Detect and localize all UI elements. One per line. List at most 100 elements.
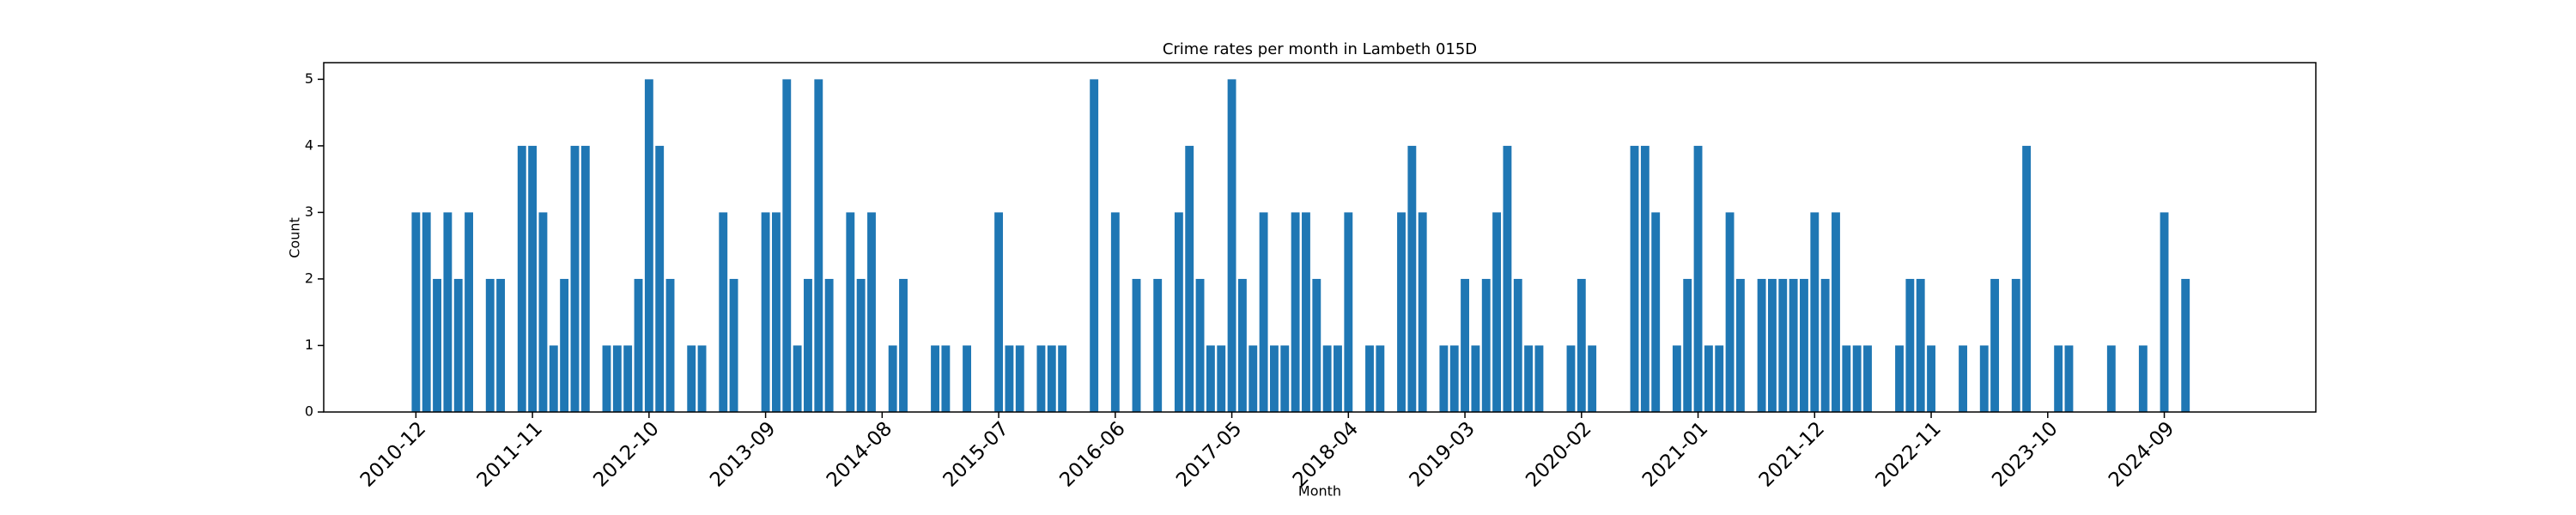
y-tick-label: 2 bbox=[305, 270, 313, 286]
bar bbox=[1217, 345, 1226, 412]
bar bbox=[899, 278, 908, 412]
bar bbox=[1863, 345, 1872, 412]
bar bbox=[1735, 278, 1745, 412]
bar bbox=[2011, 278, 2020, 412]
bar bbox=[719, 212, 728, 412]
bar bbox=[1979, 345, 1989, 412]
bar bbox=[580, 145, 590, 412]
bar bbox=[538, 212, 548, 412]
bar bbox=[1725, 212, 1735, 412]
bar bbox=[1513, 278, 1522, 412]
bar bbox=[1237, 278, 1247, 412]
bar bbox=[1280, 345, 1290, 412]
bar bbox=[1534, 345, 1544, 412]
bar bbox=[1249, 345, 1258, 412]
x-tick-label: 2021-12 bbox=[1755, 417, 1829, 491]
bar bbox=[1449, 345, 1459, 412]
x-axis-label: Month bbox=[1298, 483, 1341, 500]
y-tick-label: 5 bbox=[305, 70, 313, 87]
bar bbox=[1577, 278, 1586, 412]
bar bbox=[465, 212, 473, 412]
y-tick-label: 3 bbox=[305, 203, 313, 220]
bar bbox=[411, 212, 421, 412]
bar bbox=[623, 345, 633, 412]
bar bbox=[1153, 278, 1163, 412]
bar bbox=[1800, 278, 1808, 412]
bar bbox=[2160, 212, 2169, 412]
bar bbox=[485, 278, 495, 412]
bar bbox=[549, 345, 558, 412]
bar bbox=[1810, 212, 1820, 412]
x-tick-label: 2013-09 bbox=[706, 417, 780, 491]
bar bbox=[1036, 345, 1046, 412]
bar bbox=[1397, 212, 1406, 412]
bar bbox=[1291, 212, 1300, 412]
plot-frame bbox=[323, 62, 2317, 413]
bar bbox=[804, 278, 812, 412]
bar bbox=[1990, 278, 2000, 412]
bar bbox=[2022, 145, 2032, 412]
bar bbox=[1852, 345, 1862, 412]
bar bbox=[422, 212, 431, 412]
bar bbox=[697, 345, 707, 412]
bar bbox=[1344, 212, 1353, 412]
bar bbox=[772, 212, 781, 412]
x-tick-label: 2020-02 bbox=[1522, 417, 1595, 491]
bar bbox=[1322, 345, 1332, 412]
bar bbox=[931, 345, 939, 412]
bar bbox=[824, 278, 834, 412]
bar bbox=[528, 145, 538, 412]
bar bbox=[782, 79, 792, 412]
bar bbox=[453, 278, 463, 412]
x-tick-label: 2015-07 bbox=[939, 417, 1013, 491]
bar bbox=[1927, 345, 1935, 412]
x-tick-label: 2022-11 bbox=[1872, 417, 1946, 491]
x-tick-label: 2014-08 bbox=[823, 417, 896, 491]
bar bbox=[612, 345, 622, 412]
bar bbox=[1588, 345, 1597, 412]
bar bbox=[570, 145, 580, 412]
bar bbox=[1259, 212, 1268, 412]
x-tick-label: 2019-03 bbox=[1406, 417, 1479, 491]
bar bbox=[1270, 345, 1279, 412]
bar bbox=[1492, 212, 1502, 412]
bar bbox=[1376, 345, 1385, 412]
bar bbox=[1905, 278, 1915, 412]
bar bbox=[1334, 345, 1342, 412]
bar bbox=[1047, 345, 1056, 412]
bar bbox=[433, 278, 441, 412]
x-tick-label: 2016-06 bbox=[1055, 417, 1129, 491]
bar bbox=[1407, 145, 1417, 412]
bar bbox=[867, 212, 876, 412]
chart-title: Crime rates per month in Lambeth 015D bbox=[1163, 40, 1477, 58]
bar bbox=[1015, 345, 1024, 412]
bar bbox=[1058, 345, 1067, 412]
bar bbox=[1651, 212, 1661, 412]
bar bbox=[1174, 212, 1183, 412]
x-tick-label: 2012-10 bbox=[589, 417, 663, 491]
bar bbox=[1312, 278, 1321, 412]
bar bbox=[1715, 345, 1724, 412]
bar bbox=[846, 212, 855, 412]
bar bbox=[602, 345, 611, 412]
bar bbox=[1820, 278, 1830, 412]
x-tick-label: 2018-04 bbox=[1289, 417, 1363, 491]
bar bbox=[994, 212, 1004, 412]
bar bbox=[1185, 145, 1194, 412]
bar bbox=[1630, 145, 1639, 412]
x-tick-label: 2024-09 bbox=[2105, 417, 2178, 491]
bar bbox=[1693, 145, 1703, 412]
bar bbox=[1959, 345, 1967, 412]
bar bbox=[1503, 145, 1512, 412]
bar bbox=[1524, 345, 1534, 412]
bar bbox=[517, 145, 526, 412]
bar bbox=[1439, 345, 1449, 412]
y-tick-label: 1 bbox=[305, 336, 313, 353]
bar bbox=[761, 212, 770, 412]
bar bbox=[1683, 278, 1692, 412]
bar bbox=[1132, 278, 1141, 412]
bar bbox=[1481, 278, 1491, 412]
bar bbox=[888, 345, 897, 412]
bar bbox=[2181, 278, 2190, 412]
